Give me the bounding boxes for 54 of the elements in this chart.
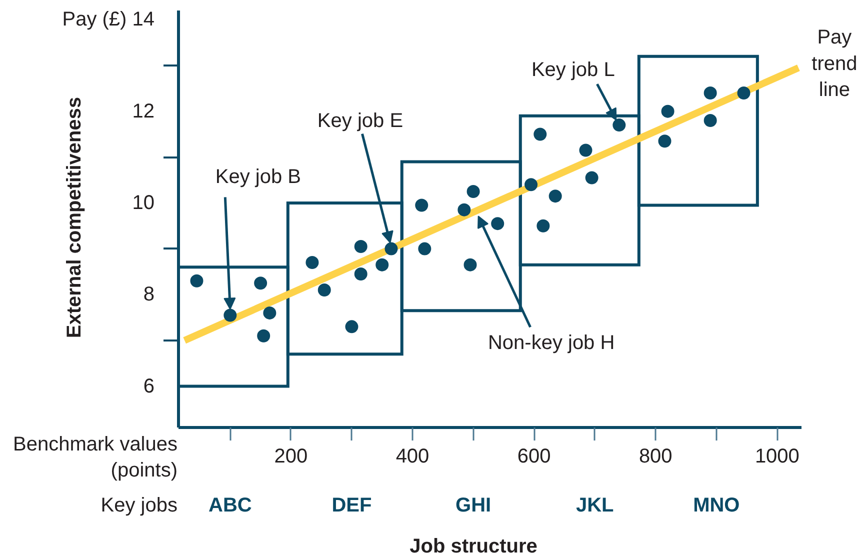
point bbox=[466, 185, 480, 198]
y-tick-label: 10 bbox=[132, 192, 155, 214]
point bbox=[612, 118, 626, 132]
annotation: Key job E bbox=[317, 110, 404, 132]
text: Key jobs bbox=[100, 494, 178, 516]
point bbox=[384, 242, 398, 256]
x-tick-label: 200 bbox=[274, 446, 308, 468]
point bbox=[579, 144, 592, 157]
point bbox=[263, 306, 276, 320]
annotation: Key job B bbox=[215, 166, 301, 188]
point bbox=[491, 217, 504, 230]
point bbox=[345, 320, 358, 334]
point bbox=[548, 190, 562, 203]
text: DEF bbox=[332, 494, 372, 516]
x-tick-label: 1000 bbox=[754, 446, 800, 468]
point bbox=[257, 329, 270, 342]
point bbox=[661, 104, 674, 118]
point bbox=[737, 86, 750, 100]
point bbox=[418, 242, 432, 256]
point bbox=[190, 274, 204, 288]
text: ABC bbox=[208, 494, 252, 516]
text: JKL bbox=[576, 494, 614, 516]
annotation: Key job L bbox=[531, 59, 615, 82]
point bbox=[254, 276, 268, 290]
y-tick-label: 12 bbox=[132, 100, 155, 122]
point bbox=[658, 134, 672, 148]
point bbox=[224, 308, 237, 322]
x-tick-label: 400 bbox=[396, 446, 430, 468]
x-axis-title: Job structure bbox=[410, 536, 538, 558]
point bbox=[354, 240, 368, 253]
text: MNO bbox=[693, 494, 740, 516]
point bbox=[306, 256, 319, 270]
x-tick-label: 800 bbox=[638, 446, 672, 468]
y-tick-label: Pay (£) 14 bbox=[62, 8, 154, 31]
annotation: Pay trend line bbox=[812, 26, 858, 102]
point bbox=[534, 128, 547, 141]
text: GHI bbox=[456, 494, 492, 516]
point bbox=[354, 268, 368, 280]
y-tick-label: 8 bbox=[143, 284, 154, 306]
point bbox=[464, 258, 477, 272]
point bbox=[415, 198, 428, 212]
y-axis-title: External competitiveness bbox=[64, 96, 86, 338]
point bbox=[585, 171, 598, 184]
point bbox=[704, 114, 717, 127]
point bbox=[524, 178, 538, 192]
point bbox=[318, 284, 331, 297]
point bbox=[376, 258, 389, 272]
point bbox=[704, 86, 717, 100]
point bbox=[536, 219, 550, 232]
x-tick-label: 600 bbox=[517, 446, 551, 468]
y-tick-label: 6 bbox=[143, 375, 154, 398]
text: Benchmark values (points) bbox=[12, 433, 178, 482]
point bbox=[458, 203, 471, 216]
annotation: Non-key job H bbox=[488, 332, 615, 354]
